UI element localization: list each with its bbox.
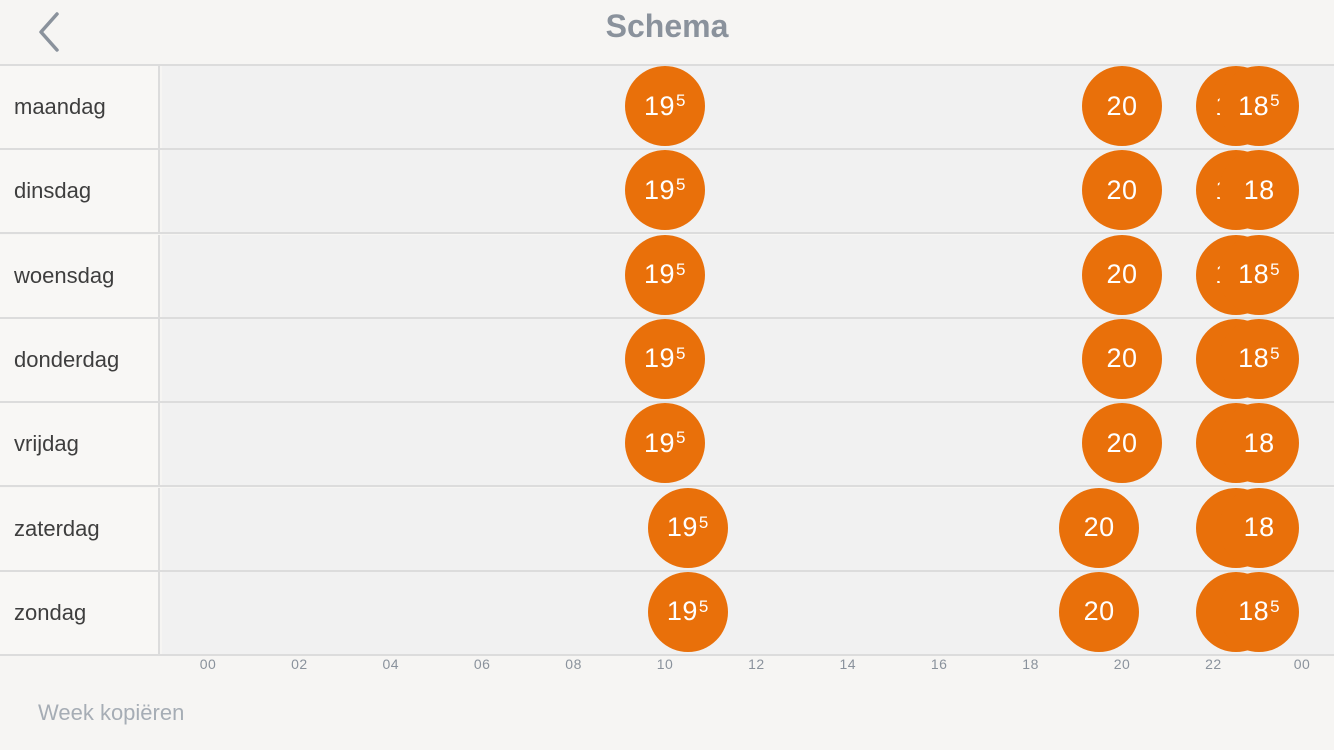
temperature-decimal: 5 [676,259,686,279]
temperature-point[interactable]: 20 [1082,150,1162,231]
temperature-value: 19 [643,90,676,121]
axis-tick-label: 16 [930,656,948,672]
temperature-value: 19 [666,512,698,542]
page-title: Schema [605,8,729,44]
temperature-decimal: 5 [676,91,686,110]
temperature-value: 18 [1243,427,1275,458]
temperature-value: 20 [1106,427,1138,458]
nav-bar: Schema [0,0,1334,66]
schedule-grid: maandag19520195185dinsdag1952019518woens… [0,66,1334,656]
temperature-point[interactable]: 18 5 [1219,318,1300,399]
day-label: donderdag [0,318,160,401]
temperature-point[interactable]: 20 [1082,403,1162,484]
temperature-decimal: 5 [1270,91,1281,110]
back-button[interactable] [28,10,72,54]
temperature-point[interactable]: 18 5 [1219,234,1300,315]
temperature-decimal: 5 [698,512,709,532]
temperature-value: 20 [1083,596,1115,627]
temperature-decimal: 5 [676,175,686,195]
temperature-point[interactable]: 18 [1219,403,1300,484]
temperature-value: 20 [1106,90,1138,121]
schedule-row-vrijdag: vrijdag 195 20 19 18 [0,403,1334,488]
axis-tick-label: 10 [656,656,674,672]
temperature-decimal: 5 [676,428,686,448]
temperature-decimal: 5 [698,596,709,616]
axis-tick-label: 04 [382,656,400,672]
schedule-row-zondag: zondag1952019185 [0,571,1334,656]
temperature-value: 20 [1106,343,1138,374]
temperature-decimal: 5 [1270,596,1281,616]
temperature-point[interactable]: 18 5 [1219,571,1300,652]
axis-tick-label: 08 [565,656,582,672]
temperature-decimal: 5 [1270,259,1281,279]
temperature-value: 18 [1238,596,1270,627]
copy-week-button[interactable]: Week kopiëren [38,700,185,725]
temperature-decimal: 5 [676,343,686,363]
temperature-value: 18 [1238,259,1270,290]
axis-tick-label: 12 [748,656,765,672]
temperature-point[interactable]: 20 [1082,66,1162,146]
axis-tick-label: 18 [1022,656,1039,672]
temperature-point[interactable]: 20 [1082,234,1162,315]
temperature-value: 20 [1106,174,1138,205]
temperature-value: 18 [1243,174,1275,205]
day-timeline[interactable] [162,487,1334,570]
schedule-row-dinsdag: dinsdag 195 20 195 18 [0,150,1334,235]
time-axis: 00 02 04 06 08 10 12 14 16 18 20 22 00 [0,656,1334,676]
axis-tick-label: 06 [473,656,491,672]
temperature-point[interactable]: 20 [1059,487,1140,568]
day-label: vrijdag [0,403,160,486]
temperature-value: 19 [643,259,676,290]
temperature-value: 19 [643,427,676,458]
day-timeline[interactable] [162,571,1334,654]
temperature-point[interactable]: 18 [1219,487,1300,568]
temperature-value: 20 [1106,259,1138,290]
temperature-value: 18 [1243,512,1275,542]
day-label: zaterdag [0,487,160,570]
temperature-point[interactable]: 20 [1082,318,1162,399]
temperature-point[interactable]: 18 5 [1219,66,1300,146]
axis-tick-label: 02 [291,656,308,672]
day-label: maandag [0,66,160,148]
day-label: dinsdag [0,150,160,233]
temperature-value: 18 [1238,343,1270,374]
temperature-value: 18 [1238,90,1270,121]
temperature-point[interactable]: 20 [1059,571,1140,652]
chevron-left-icon [39,12,59,52]
axis-tick-label: 00 [1293,656,1311,672]
temperature-value: 20 [1083,512,1115,542]
temperature-value: 19 [643,174,676,205]
day-label: woensdag [0,234,160,317]
schedule-row-woensdag: woensdag19520195185 [0,234,1334,319]
temperature-value: 19 [666,596,698,627]
axis-tick-label: 14 [839,656,857,672]
schedule-row-maandag: maandag19520195185 [0,66,1334,150]
schedule-row-donderdag: donderdag1952019185 [0,318,1334,403]
axis-tick-label: 00 [199,656,217,672]
schedule-row-zaterdag: zaterdag 195 20 19 18 [0,487,1334,572]
axis-tick-label: 20 [1113,656,1131,672]
temperature-decimal: 5 [1270,343,1281,363]
day-label: zondag [0,571,160,654]
temperature-value: 19 [643,343,676,374]
temperature-point[interactable]: 18 [1219,150,1300,231]
axis-tick-label: 22 [1205,656,1222,672]
